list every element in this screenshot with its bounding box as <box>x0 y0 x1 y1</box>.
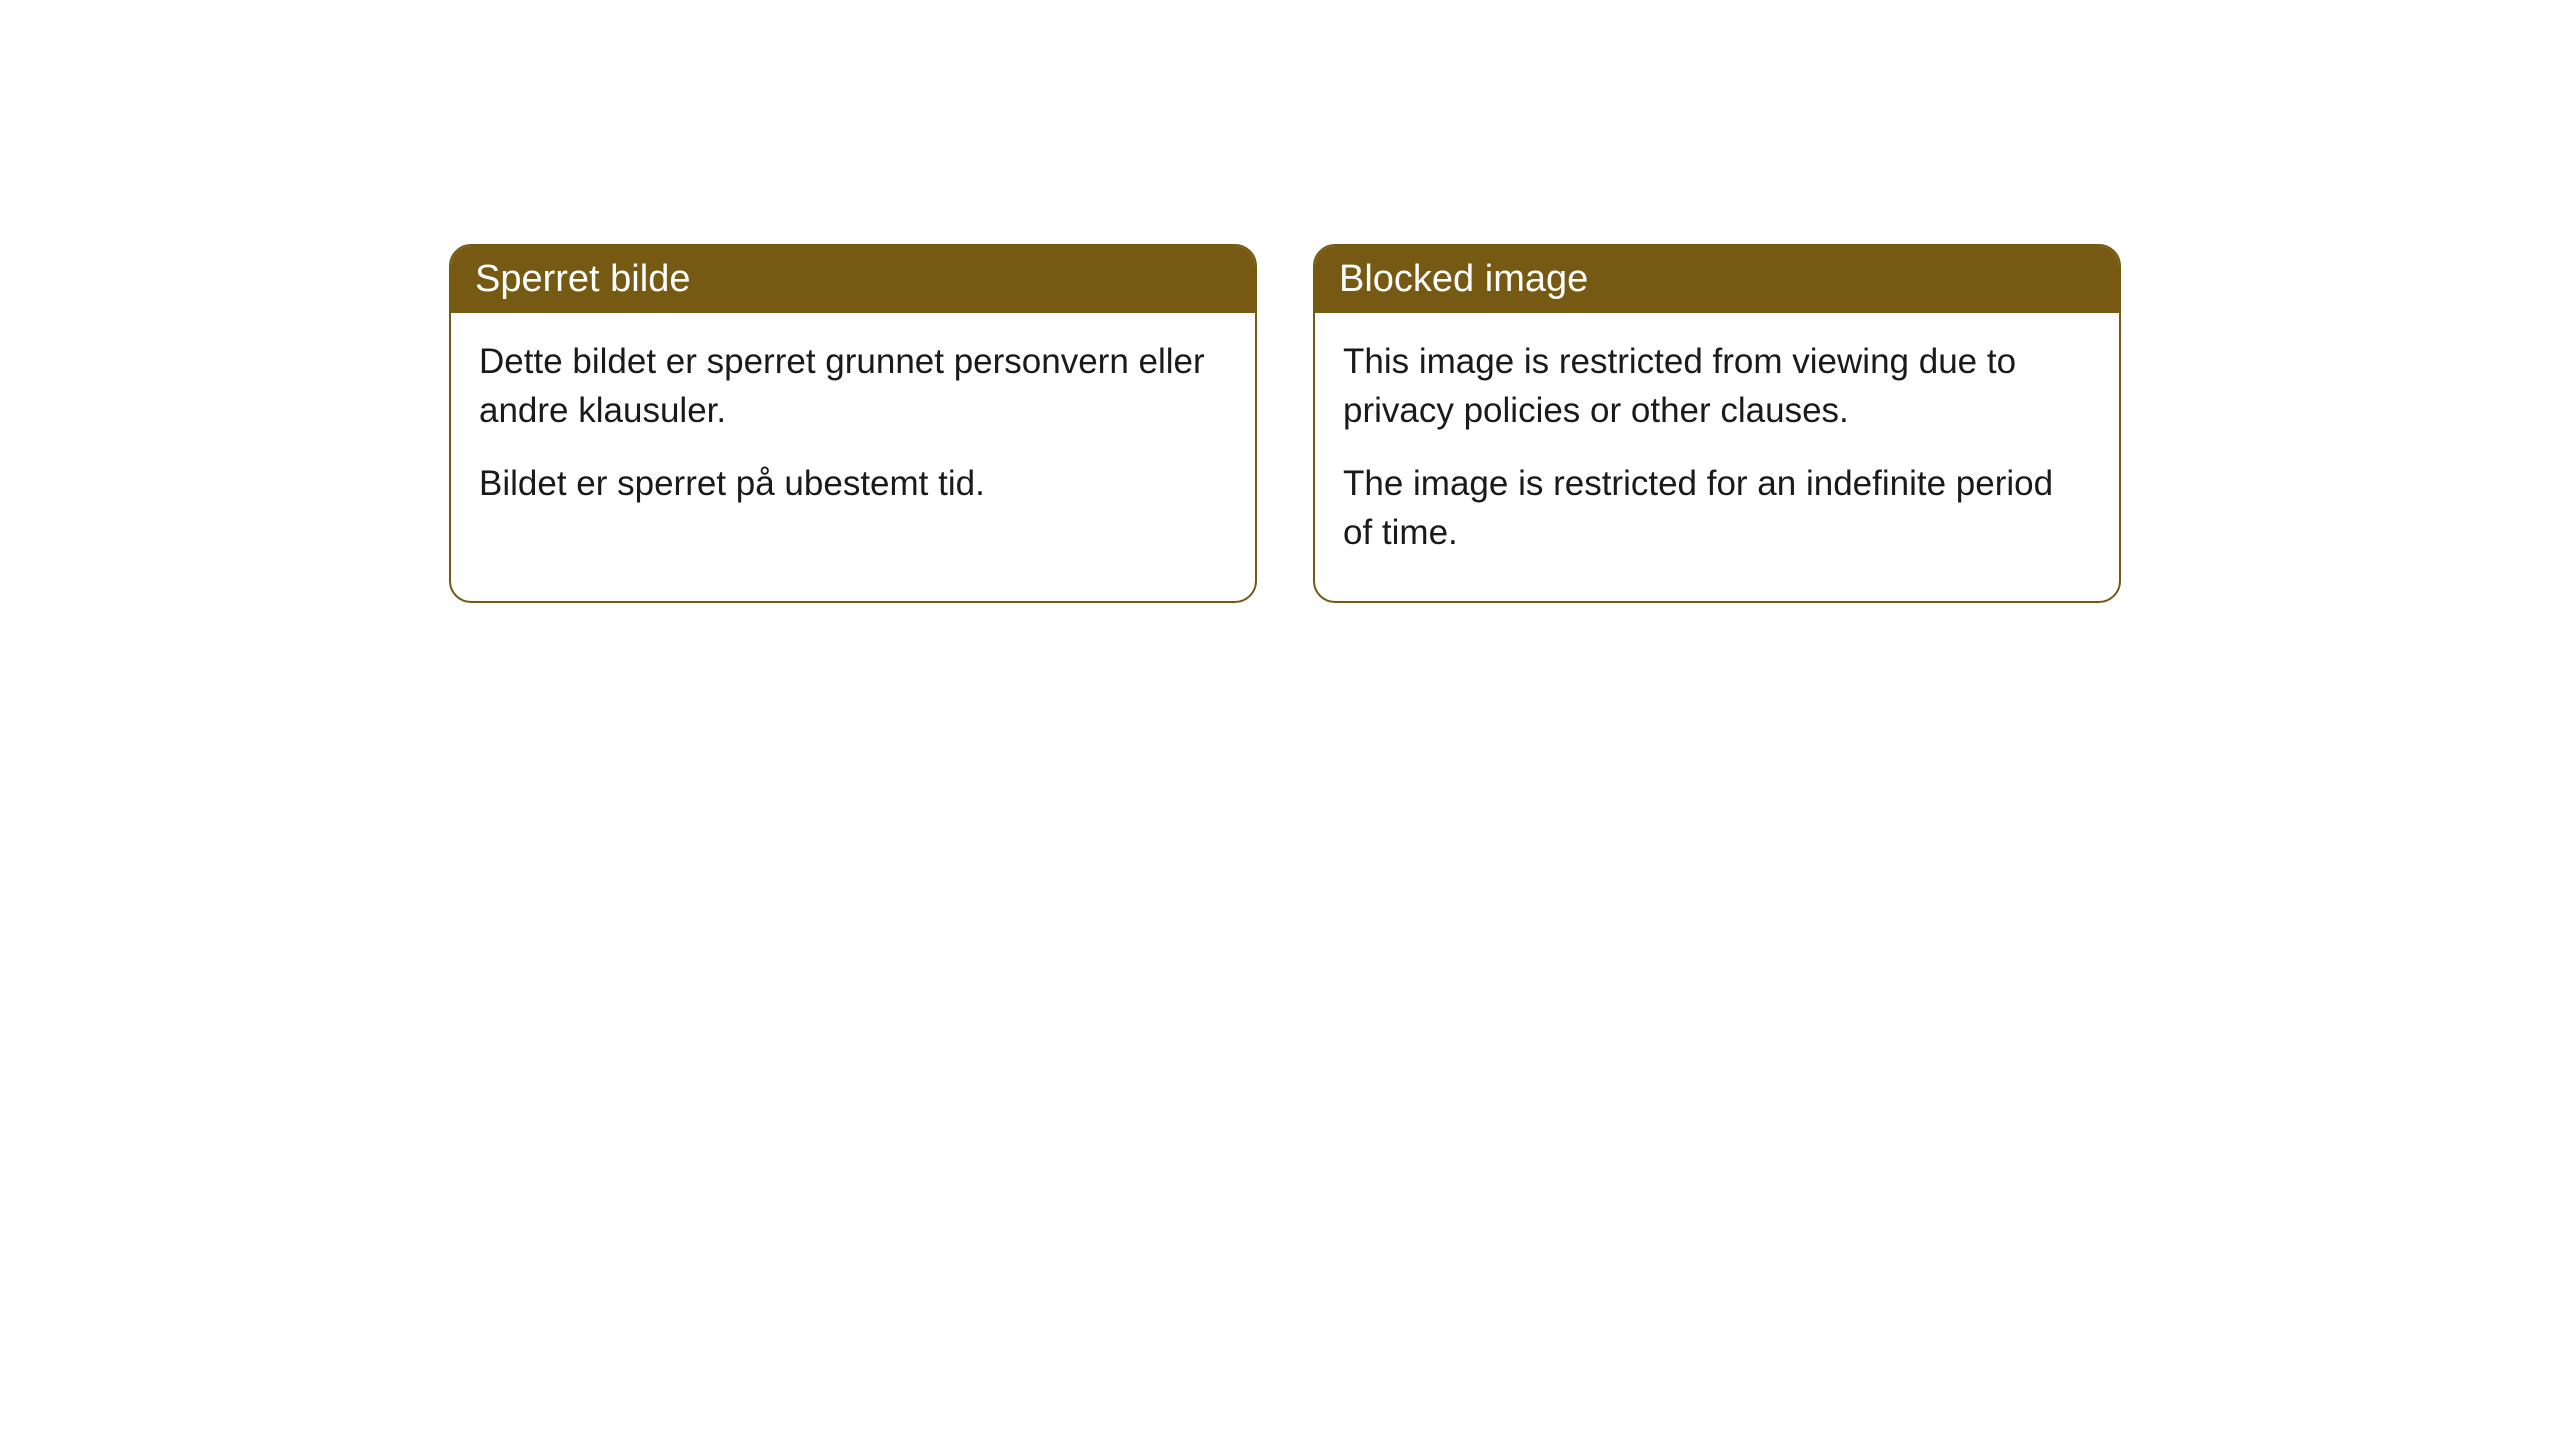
card-text-secondary: Bildet er sperret på ubestemt tid. <box>479 459 1227 508</box>
card-header: Blocked image <box>1315 246 2119 313</box>
card-text-primary: Dette bildet er sperret grunnet personve… <box>479 337 1227 435</box>
blocked-image-card-english: Blocked image This image is restricted f… <box>1313 244 2121 603</box>
blocked-image-card-norwegian: Sperret bilde Dette bildet er sperret gr… <box>449 244 1257 603</box>
card-text-primary: This image is restricted from viewing du… <box>1343 337 2091 435</box>
card-body: Dette bildet er sperret grunnet personve… <box>451 313 1255 552</box>
card-header: Sperret bilde <box>451 246 1255 313</box>
cards-container: Sperret bilde Dette bildet er sperret gr… <box>449 244 2121 603</box>
card-text-secondary: The image is restricted for an indefinit… <box>1343 459 2091 557</box>
card-body: This image is restricted from viewing du… <box>1315 313 2119 601</box>
